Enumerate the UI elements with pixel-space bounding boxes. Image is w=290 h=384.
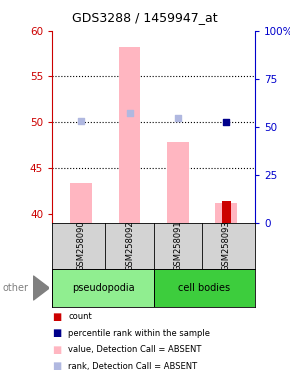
Bar <box>52 269 154 307</box>
Text: pseudopodia: pseudopodia <box>72 283 134 293</box>
Text: GSM258092: GSM258092 <box>125 220 134 271</box>
Text: other: other <box>3 283 29 293</box>
Text: GSM258093: GSM258093 <box>222 220 231 271</box>
Point <box>127 110 132 116</box>
Bar <box>167 142 189 223</box>
Point <box>79 118 84 124</box>
Polygon shape <box>33 276 49 300</box>
Text: percentile rank within the sample: percentile rank within the sample <box>68 329 210 338</box>
Bar <box>154 269 255 307</box>
Point <box>175 114 180 121</box>
Text: GDS3288 / 1459947_at: GDS3288 / 1459947_at <box>72 11 218 24</box>
Text: count: count <box>68 312 92 321</box>
Bar <box>215 203 237 223</box>
Text: ■: ■ <box>52 312 61 322</box>
Text: GSM258090: GSM258090 <box>77 220 86 271</box>
Text: ■: ■ <box>52 361 61 371</box>
Bar <box>70 184 92 223</box>
Text: ■: ■ <box>52 328 61 338</box>
Bar <box>119 47 140 223</box>
Text: GSM258091: GSM258091 <box>173 220 182 271</box>
Text: rank, Detection Call = ABSENT: rank, Detection Call = ABSENT <box>68 362 197 371</box>
Text: cell bodies: cell bodies <box>178 283 231 293</box>
Text: value, Detection Call = ABSENT: value, Detection Call = ABSENT <box>68 345 202 354</box>
Point <box>224 119 229 125</box>
Bar <box>222 201 231 223</box>
Text: ■: ■ <box>52 345 61 355</box>
